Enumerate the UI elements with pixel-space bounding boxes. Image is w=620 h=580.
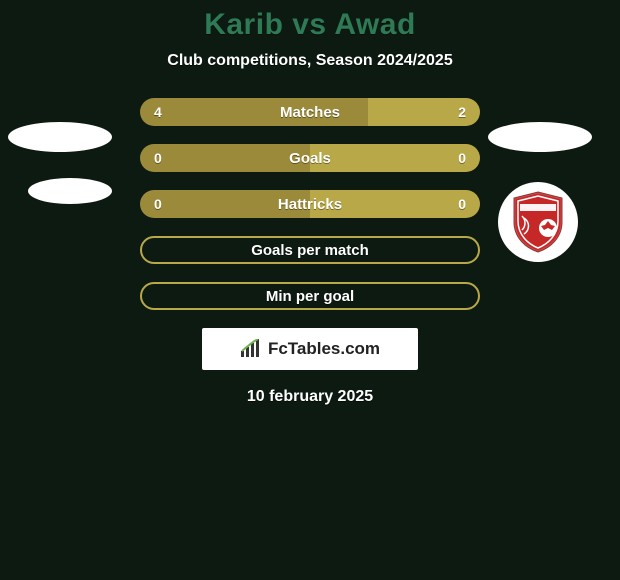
bar-value-left: 0 — [154, 144, 162, 172]
player-ellipse-right-1 — [488, 122, 592, 152]
stat-bar-goals: 00Goals — [140, 144, 480, 172]
bar-value-right: 2 — [458, 98, 466, 126]
bar-value-left: 0 — [154, 190, 162, 218]
stat-bar-goals-per-match: Goals per match — [140, 236, 480, 264]
bar-segment-left — [140, 144, 310, 172]
bar-segment-right — [310, 190, 480, 218]
player-ellipse-left-1 — [8, 122, 112, 152]
bar-value-left: 4 — [154, 98, 162, 126]
bar-segment-right — [310, 144, 480, 172]
stats-bars: 42Matches00Goals00HattricksGoals per mat… — [140, 98, 480, 310]
stat-bar-min-per-goal: Min per goal — [140, 282, 480, 310]
bar-label: Goals per match — [142, 238, 478, 262]
bar-segment-left — [140, 190, 310, 218]
stat-bar-hattricks: 00Hattricks — [140, 190, 480, 218]
bar-value-right: 0 — [458, 190, 466, 218]
page-title: Karib vs Awad — [0, 8, 620, 42]
stat-bar-matches: 42Matches — [140, 98, 480, 126]
bar-segment-left — [140, 98, 368, 126]
club-logo-right — [498, 182, 578, 262]
fctables-label: FcTables.com — [268, 339, 380, 359]
fctables-badge: FcTables.com — [202, 328, 418, 370]
player-ellipse-left-2 — [28, 178, 112, 204]
bar-label: Min per goal — [142, 284, 478, 308]
shield-icon — [510, 190, 566, 254]
bar-value-right: 0 — [458, 144, 466, 172]
bars-icon — [240, 339, 264, 359]
footer-date: 10 february 2025 — [0, 388, 620, 406]
subtitle: Club competitions, Season 2024/2025 — [0, 52, 620, 70]
